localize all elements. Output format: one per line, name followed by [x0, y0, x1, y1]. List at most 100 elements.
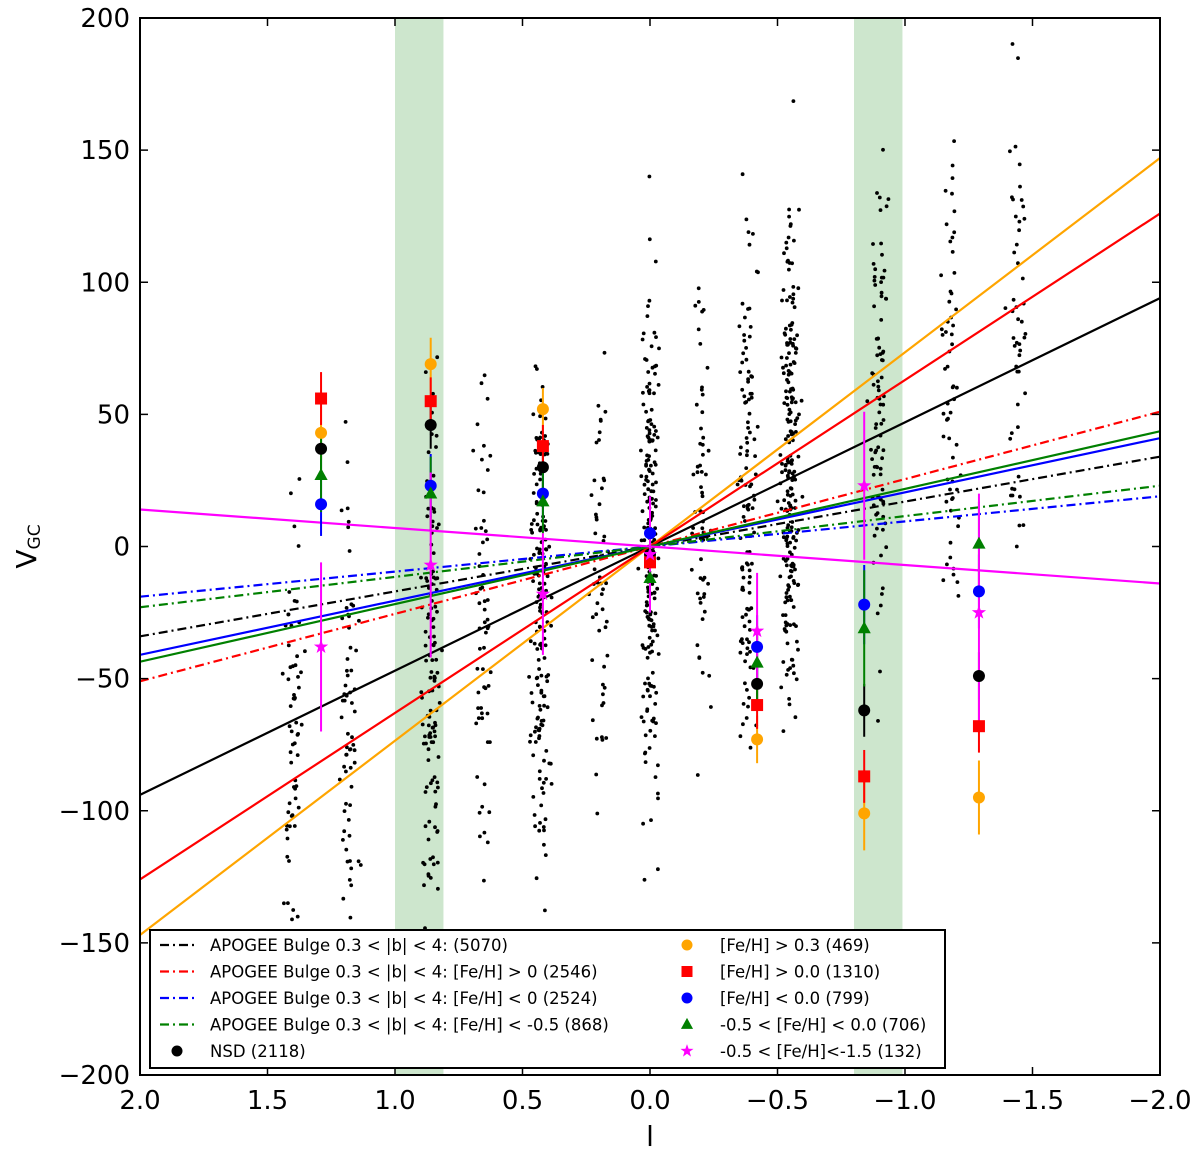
scatter-point	[435, 829, 440, 833]
scatter-point	[646, 585, 650, 590]
scatter-point	[1011, 336, 1016, 340]
scatter-point	[482, 607, 487, 612]
scatter-point	[538, 707, 543, 712]
scatter-point	[740, 615, 745, 619]
data-point	[536, 440, 549, 453]
scatter-point	[790, 471, 795, 476]
scatter-point	[653, 734, 657, 738]
scatter-point	[701, 308, 706, 312]
scatter-point	[435, 609, 439, 614]
scatter-point	[437, 701, 442, 705]
scatter-point	[793, 351, 798, 355]
scatter-point	[641, 390, 645, 395]
scatter-point	[878, 466, 883, 471]
data-point	[423, 557, 438, 572]
scatter-point	[344, 847, 349, 852]
scatter-point	[303, 649, 307, 654]
scatter-point	[787, 323, 792, 328]
scatter-point	[482, 645, 486, 650]
scatter-point	[656, 652, 661, 656]
scatter-point	[640, 509, 645, 514]
scatter-point	[794, 538, 798, 543]
y-tick-label: 0	[113, 533, 130, 563]
scatter-point	[345, 673, 350, 678]
scatter-point	[423, 629, 428, 634]
scatter-point	[349, 784, 354, 789]
x-tick-label: 1.0	[374, 1086, 415, 1116]
scatter-point	[793, 346, 798, 351]
scatter-point	[745, 606, 749, 611]
scatter-point	[747, 397, 751, 402]
scatter-point	[537, 734, 542, 738]
scatter-point	[696, 300, 701, 304]
scatter-point	[654, 498, 658, 502]
scatter-point	[1008, 436, 1013, 441]
scatter-point	[879, 290, 884, 295]
scatter-point	[785, 544, 790, 548]
legend-right-entry-label: [Fe/H] > 0.0 (1310)	[720, 963, 880, 982]
scatter-point	[878, 603, 883, 608]
scatter-point	[1016, 261, 1020, 266]
data-point	[315, 442, 328, 455]
x-tick-label: −1.0	[873, 1086, 936, 1116]
scatter-point	[876, 379, 880, 384]
scatter-point	[788, 370, 792, 375]
scatter-point	[780, 470, 784, 475]
scatter-point	[346, 731, 350, 736]
scatter-point	[342, 764, 346, 769]
scatter-point	[536, 658, 541, 662]
scatter-point	[748, 325, 753, 329]
scatter-point	[1009, 493, 1013, 498]
scatter-point	[952, 230, 957, 235]
scatter-point	[342, 829, 347, 834]
scatter-point	[1017, 162, 1022, 167]
y-tick-label: −100	[59, 797, 130, 827]
scatter-point	[748, 628, 752, 632]
apogee-scatter-points	[280, 42, 1028, 1056]
scatter-point	[1011, 297, 1016, 302]
scatter-point	[478, 834, 482, 839]
scatter-point	[748, 575, 752, 579]
scatter-point	[537, 769, 542, 774]
scatter-point	[482, 599, 487, 604]
data-point	[424, 395, 437, 408]
scatter-point	[431, 862, 436, 867]
scatter-point	[647, 635, 652, 640]
scatter-point	[531, 753, 536, 758]
scatter-point	[695, 470, 700, 475]
scatter-point	[877, 410, 882, 415]
scatter-point	[945, 364, 950, 369]
scatter-point	[1012, 487, 1017, 492]
scatter-point	[1022, 216, 1027, 221]
scatter-point	[742, 624, 747, 629]
scatter-point	[479, 706, 483, 710]
scatter-point	[645, 385, 649, 389]
scatter-point	[873, 450, 878, 455]
scatter-point	[542, 656, 547, 660]
scatter-point	[790, 564, 794, 569]
scatter-point	[643, 760, 648, 764]
scatter-point	[880, 487, 885, 492]
scatter-point	[482, 373, 487, 378]
scatter-point	[870, 457, 874, 461]
scatter-point	[947, 299, 952, 304]
scatter-point	[783, 332, 788, 337]
scatter-point	[604, 581, 608, 586]
scatter-point	[344, 801, 348, 806]
scatter-point	[347, 833, 352, 838]
scatter-point	[426, 874, 431, 878]
scatter-point	[951, 455, 955, 460]
scatter-point	[1003, 306, 1008, 310]
scatter-point	[341, 838, 345, 842]
scatter-point	[645, 314, 650, 318]
scatter-point	[601, 539, 606, 543]
scatter-point	[873, 426, 878, 430]
scatter-point	[293, 786, 297, 791]
scatter-point	[785, 298, 789, 303]
scatter-point	[788, 295, 792, 299]
scatter-point	[747, 695, 751, 700]
scatter-point	[592, 567, 597, 572]
scatter-point	[343, 683, 348, 688]
scatter-point	[430, 519, 435, 524]
scatter-point	[1023, 332, 1028, 336]
